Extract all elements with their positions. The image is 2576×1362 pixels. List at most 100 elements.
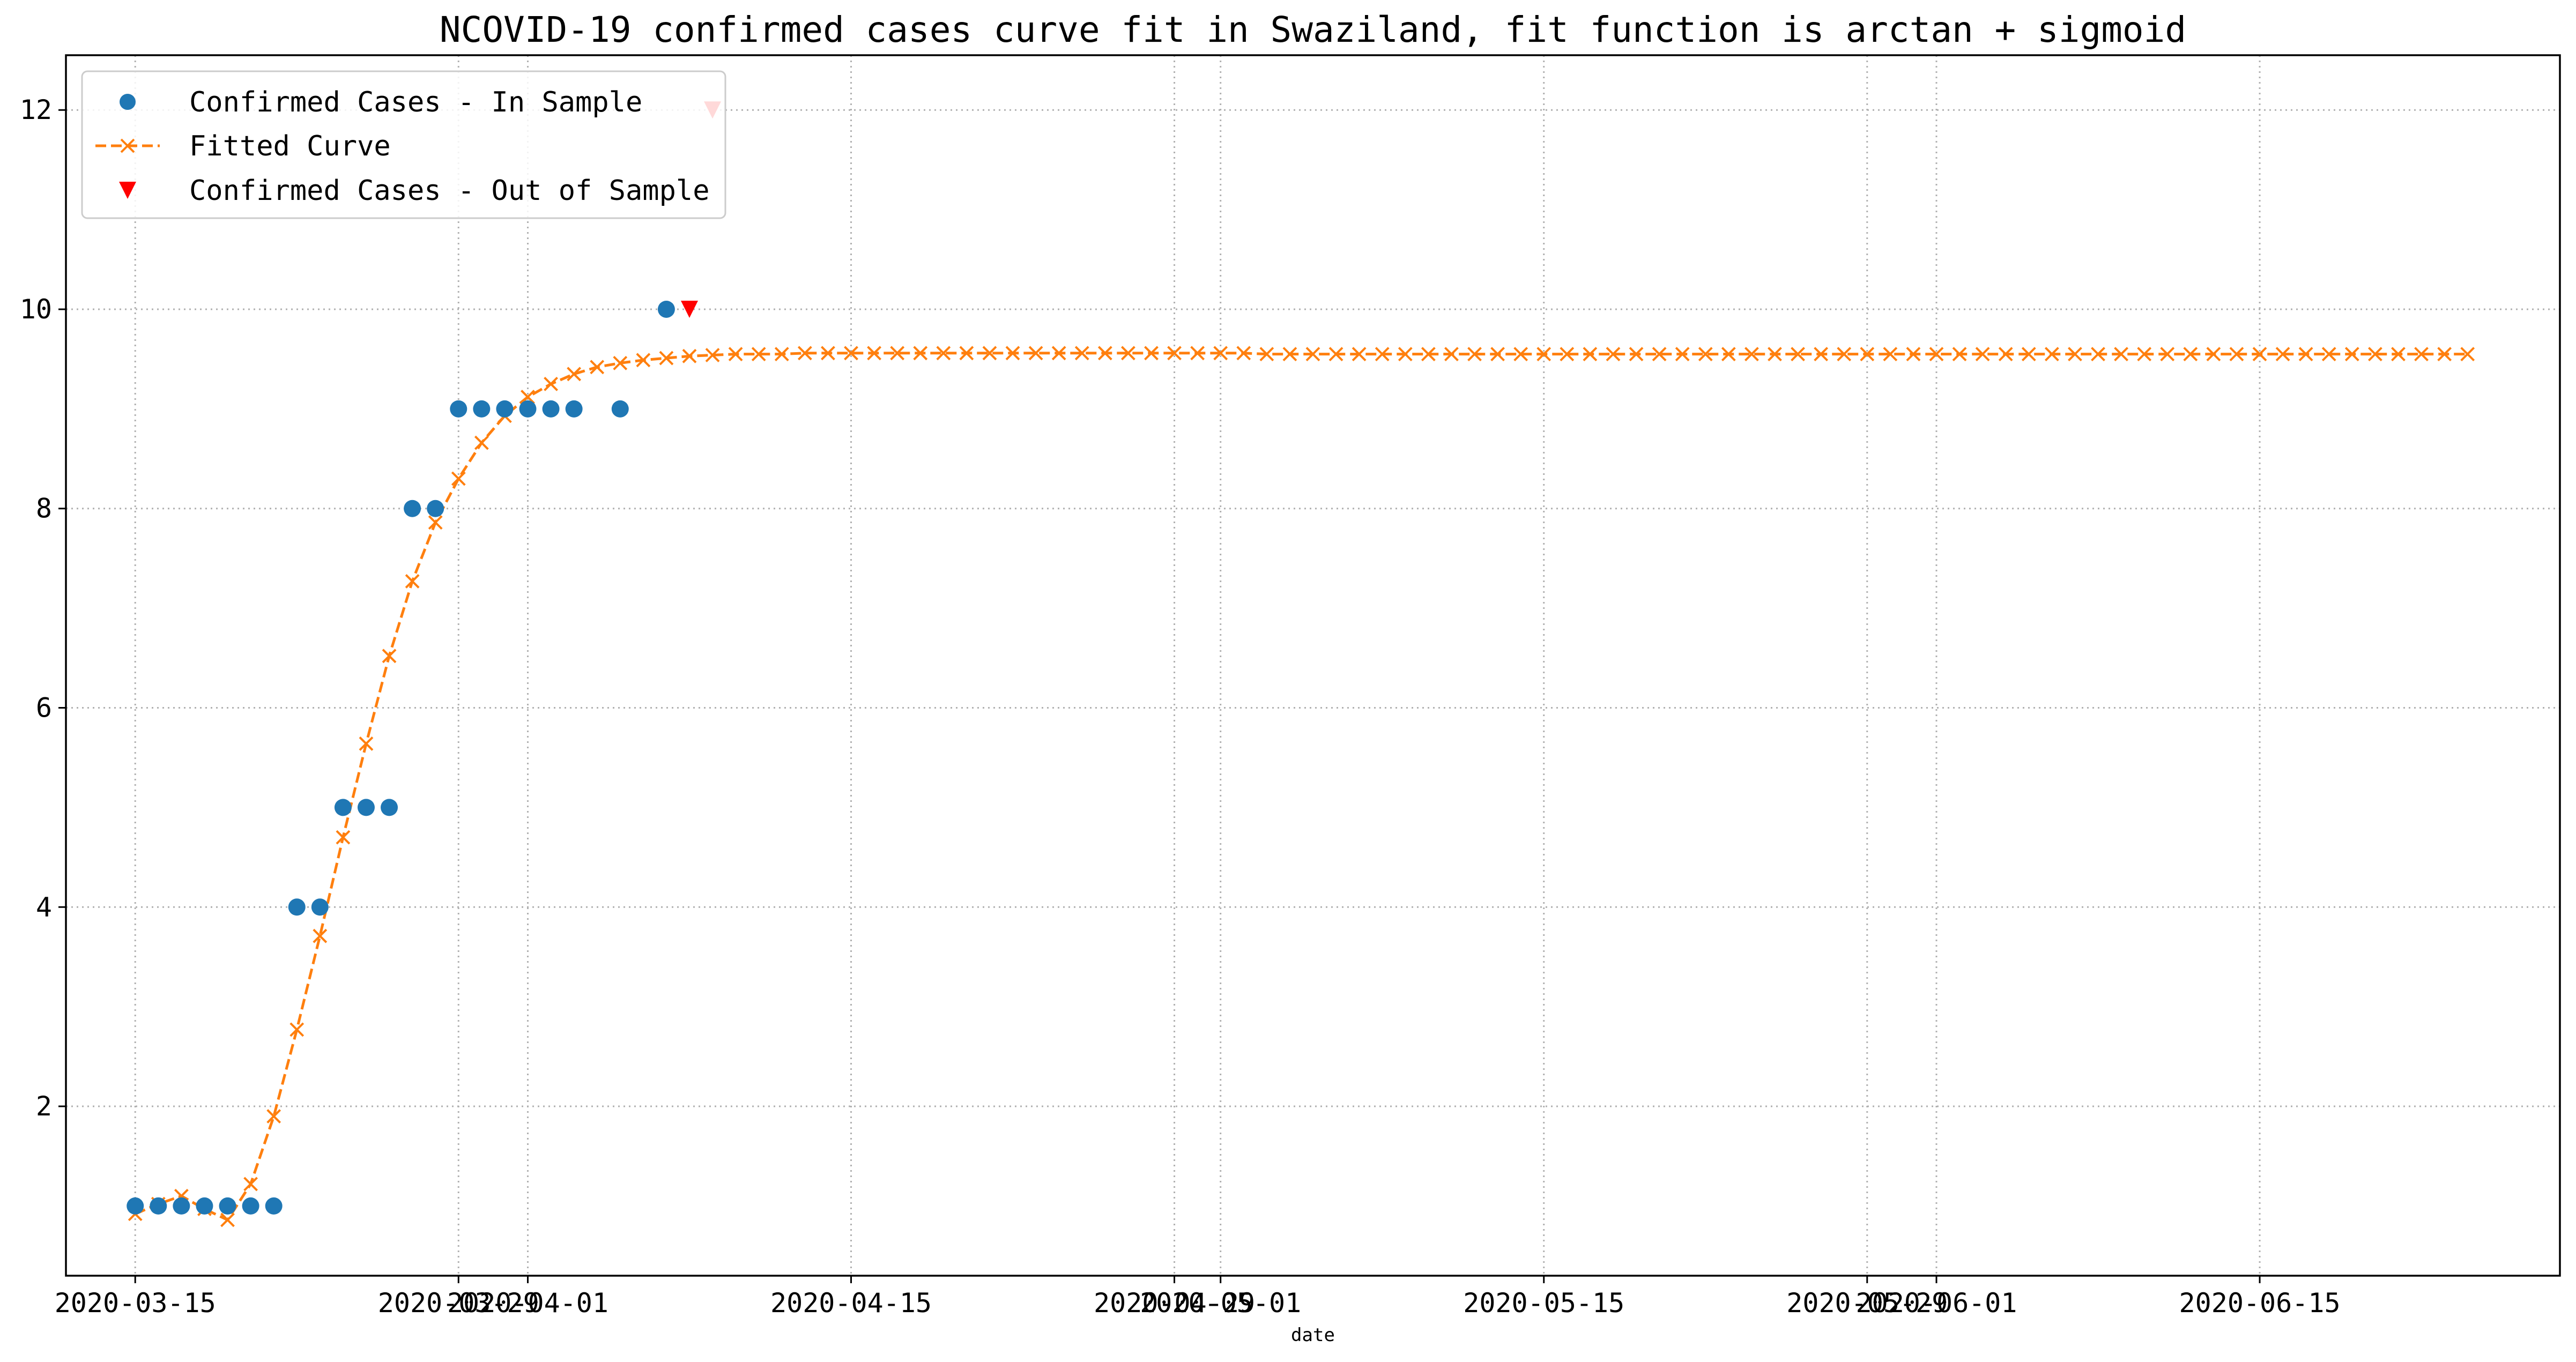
x-tick-label: 2020-04-29 [1094,1287,1255,1319]
fitted-curve-point [705,348,720,362]
fitted-curve-point [521,390,535,404]
x-tick-label: 2020-05-29 [1786,1287,1948,1319]
fitted-curve-point [1282,347,1297,362]
x-axis-label: date [1291,1324,1335,1346]
in-sample-point [542,400,560,418]
fitted-curve-point [1375,347,1390,362]
x-tick-label: 2020-03-15 [55,1287,216,1319]
fitted-curve-point [2229,347,2244,362]
x-tick-label: 2020-04-01 [447,1287,608,1319]
fitted-curve-point [1998,347,2013,362]
in-sample-point [611,400,629,418]
in-sample-point [311,898,329,916]
fitted-curve-point [2114,347,2129,362]
fitted-curve-point [1259,347,1274,362]
fitted-curve-point [243,1177,258,1192]
fitted-curve-point [474,435,489,450]
y-tick-label: 12 [20,94,52,125]
in-sample-point [288,898,306,916]
in-sample-point [196,1197,213,1215]
in-sample-point [450,400,467,418]
fitted-curve-point [1721,347,1736,362]
fitted-curve-point [405,574,420,589]
fitted-curve-point [636,353,651,368]
fitted-curve-point [1536,347,1551,362]
in-sample-point [496,400,514,418]
fitted-curve-point [359,736,374,751]
fitted-curve-point [1837,347,1852,362]
fitted-curve-point [1906,347,1921,362]
fitted-curve-point [936,346,951,361]
legend-dot-icon [120,94,136,110]
fitted-curve-point [682,348,697,363]
fitted-curve-point [1167,346,1182,361]
fitted-curve-point [1606,347,1621,362]
fitted-curve-point [844,346,858,361]
in-sample-point [404,500,421,517]
x-tick-label: 2020-06-01 [1855,1287,2017,1319]
fitted-curve-point [2344,347,2359,362]
fitted-curve-point [1144,346,1159,361]
x-tick-label: 2020-05-15 [1463,1287,1624,1319]
fitted-curve-point [1675,347,1690,362]
fitted-curve-point [797,346,812,361]
fitted-curve-point [1768,347,1782,362]
fitted-curve-point [1398,347,1413,362]
fitted-curve-point [2437,347,2452,362]
fitted-curve-point [2068,347,2082,362]
fitted-curve-point [2183,347,2198,362]
fitted-curve-point [1328,347,1343,362]
fitted-curve-point [2298,347,2313,362]
legend-box [81,70,726,219]
fitted-curve-point [451,471,466,486]
fitted-curve-point [2252,347,2267,362]
fitted-curve-point [2044,347,2059,362]
y-tick-label: 4 [36,891,52,922]
fitted-curve-point [728,347,743,362]
in-sample-point [150,1197,167,1215]
fitted-curve-point [1975,347,1990,362]
fitted-curve-point [821,346,835,361]
fitted-curve-point [1513,347,1528,362]
in-sample-point [127,1197,144,1215]
fitted-curve-point [1213,346,1228,361]
fitted-curve-point [1929,347,1944,362]
fitted-curve-point [1467,347,1482,362]
in-sample-point [427,500,444,517]
fitted-curve-point [1698,347,1713,362]
fitted-curve-point [1421,347,1436,362]
fitted-curve-point [774,347,789,362]
in-sample-point [381,799,398,816]
fitted-curve-point [382,649,397,664]
fitted-curve-point [544,376,558,391]
fitted-curve-point [1952,347,1967,362]
fitted-curve-point [567,367,582,382]
in-sample-point [265,1197,283,1215]
legend-label: Confirmed Cases - Out of Sample [189,175,710,207]
fitted-curve-point [1490,347,1505,362]
fitted-curve-point [428,515,443,530]
fitted-curve-point [2321,347,2336,362]
fitted-curve-point [1190,346,1205,361]
fitted-curve-point [1097,346,1112,361]
fitted-curve-point [313,928,328,943]
fitted-curve-point [1744,347,1759,362]
legend-label: Confirmed Cases - In Sample [189,86,642,118]
fitted-curve-point [1074,346,1089,361]
fitted-curve-point [336,830,351,845]
fitted-curve-point [1005,346,1020,361]
fitted-curve-point [289,1022,305,1037]
in-sample-point [219,1197,236,1215]
fitted-curve-point [1051,346,1066,361]
fitted-curve-point [1120,346,1135,361]
x-tick-label: 2020-04-15 [770,1287,932,1319]
fitted-curve-point [2460,347,2475,362]
fitted-curve-point [1791,347,1805,362]
fitted-curve-point [2206,347,2221,362]
fitted-curve-point [613,355,628,370]
in-sample-point [173,1197,190,1215]
fitted-curve-point [1352,347,1367,362]
